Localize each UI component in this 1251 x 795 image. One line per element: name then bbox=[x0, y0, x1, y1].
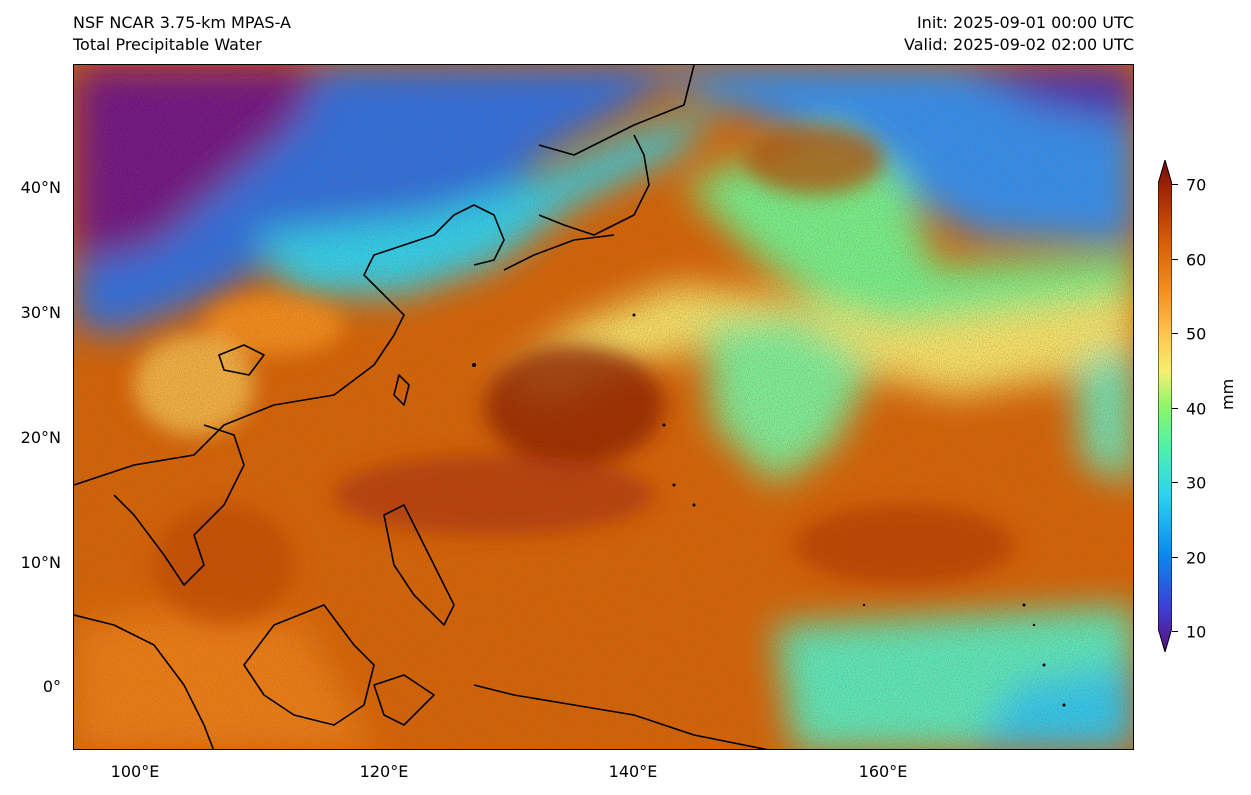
lat-label-30n: 30°N bbox=[20, 303, 61, 322]
colorbar-unit: mm bbox=[1218, 378, 1237, 410]
lon-label-160e: 160°E bbox=[858, 762, 908, 781]
cbar-tick-mark bbox=[1172, 482, 1178, 483]
title-model: NSF NCAR 3.75-km MPAS-A bbox=[73, 13, 291, 32]
cbar-tick-mark bbox=[1172, 184, 1178, 185]
init-time: Init: 2025-09-01 00:00 UTC bbox=[916, 13, 1134, 32]
cbar-tick-mark bbox=[1172, 259, 1178, 260]
lat-label-10n: 10°N bbox=[20, 553, 61, 572]
cbar-tick-mark bbox=[1172, 408, 1178, 409]
cbar-tick-mark bbox=[1172, 333, 1178, 334]
cbar-label-40: 40 bbox=[1186, 399, 1207, 419]
lon-label-120e: 120°E bbox=[359, 762, 409, 781]
tpw-map[interactable] bbox=[73, 64, 1134, 750]
cbar-label-60: 60 bbox=[1186, 250, 1207, 270]
title-block: NSF NCAR 3.75-km MPAS-A Total Precipitab… bbox=[73, 12, 291, 56]
title-field: Total Precipitable Water bbox=[73, 35, 262, 54]
cbar-label-20: 20 bbox=[1186, 548, 1207, 568]
cbar-label-10: 10 bbox=[1186, 622, 1207, 642]
valid-time: Valid: 2025-09-02 02:00 UTC bbox=[903, 35, 1134, 54]
lon-label-140e: 140°E bbox=[608, 762, 658, 781]
lat-label-20n: 20°N bbox=[20, 428, 61, 447]
lat-label-0: 0° bbox=[42, 677, 61, 696]
colorbar bbox=[1158, 160, 1172, 652]
cbar-label-50: 50 bbox=[1186, 324, 1207, 344]
cbar-tick-mark bbox=[1172, 557, 1178, 558]
lat-label-40n: 40°N bbox=[20, 178, 61, 197]
map-field bbox=[74, 65, 1133, 749]
cbar-tick-mark bbox=[1172, 631, 1178, 632]
cbar-label-70: 70 bbox=[1186, 175, 1207, 195]
cbar-label-30: 30 bbox=[1186, 473, 1207, 493]
lon-label-100e: 100°E bbox=[110, 762, 160, 781]
time-block: Init: 2025-09-01 00:00 UTC Valid: 2025-0… bbox=[904, 12, 1134, 56]
